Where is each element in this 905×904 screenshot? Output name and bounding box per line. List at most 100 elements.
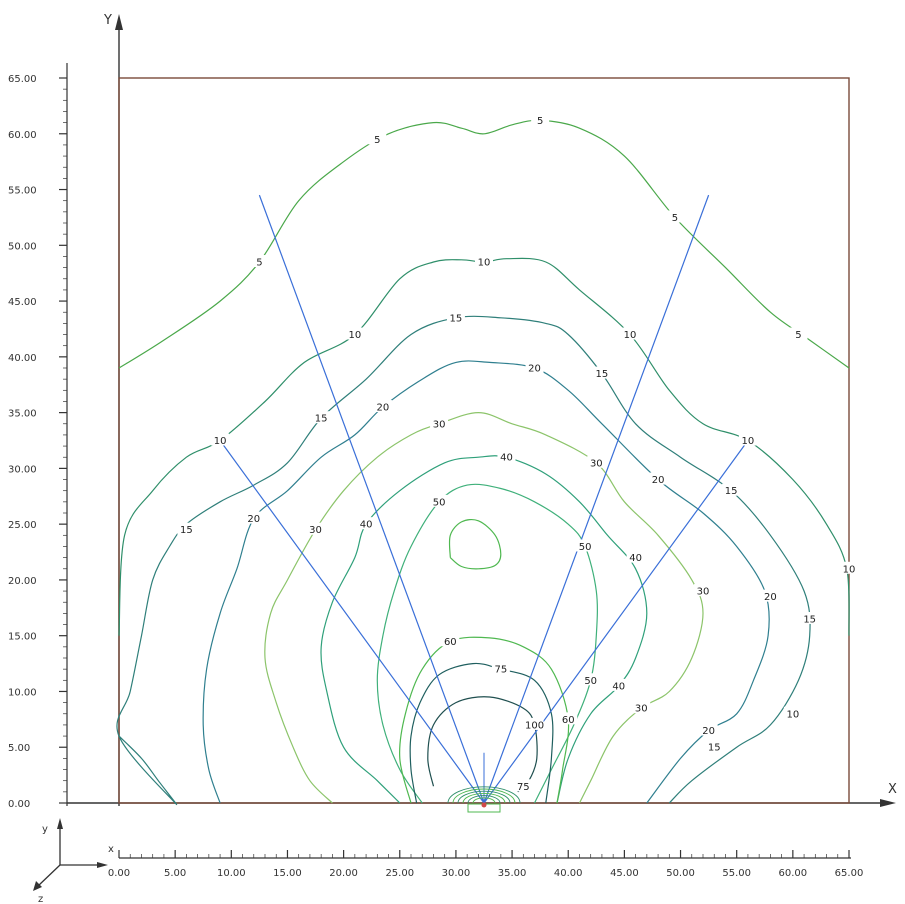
- contour-label-bg: [665, 210, 684, 223]
- contour-line-10: [118, 257, 850, 636]
- contour-label-bg: [525, 717, 544, 730]
- contour-line-40: [320, 455, 648, 804]
- y-axis-arrow-icon: [115, 14, 123, 30]
- contour-label: 15: [708, 743, 721, 754]
- y-tick-label: 45.00: [8, 297, 37, 308]
- contour-label: 5: [374, 135, 380, 146]
- contour-label: 50: [579, 542, 592, 553]
- contour-label: 10: [786, 709, 799, 720]
- x-tick-label: 55.00: [722, 868, 751, 879]
- ray-line: [219, 440, 485, 804]
- x-tick-label: 10.00: [217, 868, 246, 879]
- y-tick-label: 0.00: [8, 799, 30, 810]
- contour-label: 10: [214, 436, 227, 447]
- contour-label: 30: [309, 525, 322, 536]
- contour-label-bg: [244, 511, 263, 524]
- contour-label-bg: [576, 539, 595, 552]
- source-point: [481, 802, 487, 808]
- y-tick-label: 10.00: [8, 687, 37, 698]
- y-tick-label: 40.00: [8, 353, 37, 364]
- contour-label-bg: [761, 589, 780, 602]
- contour-label-bg: [699, 723, 718, 736]
- contour-label: 10: [624, 330, 637, 341]
- contour-label: 30: [433, 419, 446, 430]
- contour-label-bg: [475, 255, 493, 268]
- contour-label-bg: [621, 327, 639, 340]
- contour-label-bg: [491, 662, 510, 675]
- contour-label: 40: [360, 520, 373, 531]
- contour-line-15: [116, 315, 811, 806]
- y-tick-label: 5.00: [8, 743, 30, 754]
- contour-lines: [116, 119, 850, 806]
- contour-label: 10: [843, 564, 856, 575]
- x-tick-label: 0.00: [108, 868, 130, 879]
- contour-label-bg: [250, 255, 269, 268]
- ray-line: [258, 194, 485, 804]
- contour-label-bg: [306, 522, 325, 535]
- y-tick-label: 55.00: [8, 186, 37, 197]
- source-marker: [447, 786, 521, 813]
- triad-z-line: [37, 864, 61, 887]
- contour-line-30: [264, 411, 704, 804]
- x-tick-label: 65.00: [835, 868, 864, 879]
- x-tick-label: 30.00: [442, 868, 471, 879]
- contour-line-75: [409, 662, 554, 804]
- contour-label: 40: [612, 681, 625, 692]
- contour-label: 75: [517, 782, 530, 793]
- y-tick-label: 15.00: [8, 632, 37, 643]
- contour-label: 30: [590, 458, 603, 469]
- contour-label: 15: [596, 369, 609, 380]
- y-axis-label: Y: [103, 13, 112, 28]
- contour-label-bg: [211, 433, 230, 446]
- source-ring: [467, 795, 501, 804]
- contour-label: 5: [672, 213, 678, 224]
- y-axis-ticks: 0.00 5.00 10.00 15.00 20.00 25.00 30.00 35.00 40…: [8, 74, 67, 810]
- contour-label: 5: [256, 258, 262, 269]
- source-ring: [452, 788, 516, 804]
- contour-label: 15: [725, 486, 738, 497]
- contour-label: 60: [562, 715, 575, 726]
- contour-label: 20: [702, 726, 715, 737]
- contour-label: 40: [500, 453, 513, 464]
- contour-label: 15: [450, 313, 463, 324]
- contour-label: 5: [795, 330, 801, 341]
- contour-line-60: [448, 518, 502, 570]
- contour-label-bg: [373, 400, 392, 413]
- source-ring: [462, 792, 506, 804]
- contour-label-bg: [840, 561, 858, 574]
- ray-line: [483, 194, 710, 804]
- triad-x-arrow-icon: [97, 862, 108, 868]
- contour-label-bg: [531, 113, 550, 126]
- y-tick-label: 60.00: [8, 130, 37, 141]
- x-tick-label: 25.00: [385, 868, 414, 879]
- contour-label-bg: [441, 634, 460, 647]
- contour-label: 10: [478, 258, 491, 269]
- contour-label: 100: [525, 720, 544, 731]
- y-tick-label: 25.00: [8, 520, 37, 531]
- y-tick-label: 50.00: [8, 241, 37, 252]
- x-tick-label: 35.00: [498, 868, 527, 879]
- contour-label: 15: [180, 525, 193, 536]
- triad-z-arrow-icon: [33, 881, 42, 891]
- contour-label: 10: [742, 436, 755, 447]
- contour-label-bg: [177, 522, 196, 535]
- x-tick-label: 5.00: [164, 868, 186, 879]
- x-tick-label: 50.00: [666, 868, 695, 879]
- contour-label-bg: [649, 472, 668, 485]
- contour-label: 40: [629, 553, 642, 564]
- triad-y-arrow-icon: [57, 818, 63, 829]
- x-tick-label: 60.00: [779, 868, 808, 879]
- contour-label-bg: [587, 455, 606, 468]
- contour-label: 60: [444, 637, 457, 648]
- contour-label: 15: [803, 614, 816, 625]
- x-tick-label: 45.00: [610, 868, 639, 879]
- contour-label: 20: [528, 364, 541, 375]
- contour-label-bg: [632, 701, 651, 714]
- contour-label-bg: [738, 433, 757, 446]
- ray-line: [483, 440, 749, 804]
- y-tick-label: 20.00: [8, 576, 37, 587]
- source-ring: [447, 786, 521, 804]
- contour-label-bg: [783, 706, 802, 719]
- triad-x-label: x: [108, 844, 114, 855]
